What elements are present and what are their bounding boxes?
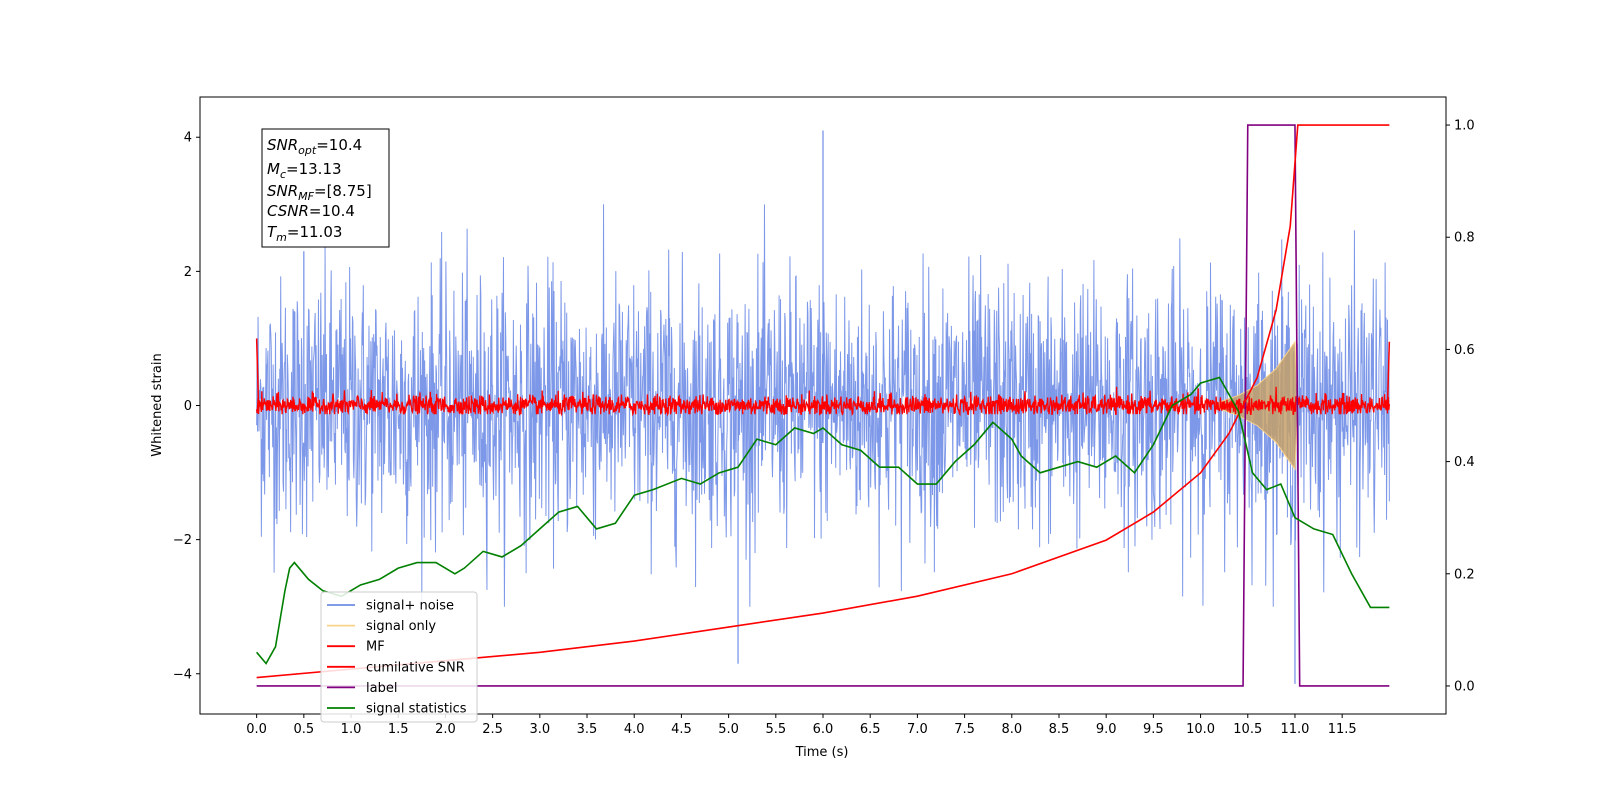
- x-tick-label-9: 4.5: [671, 722, 692, 737]
- y2-tick-label-5: 0.0: [1454, 679, 1475, 694]
- legend-label-1: signal only: [366, 619, 436, 634]
- y-axis-label: Whitened strain: [150, 353, 165, 456]
- x-tick-label-7: 3.5: [577, 722, 598, 737]
- legend-label-0: signal+ noise: [366, 599, 454, 614]
- y2-tick-label-0: 1.0: [1454, 119, 1475, 134]
- series-layer: [255, 124, 1391, 687]
- series-mf-line: [255, 386, 1391, 417]
- x-tick-label-0: 0.0: [246, 722, 267, 737]
- y-tick-label-3: −2: [173, 533, 192, 548]
- legend-label-4: label: [366, 681, 397, 696]
- x-tick-label-18: 9.0: [1096, 722, 1117, 737]
- x-tick-label-17: 8.5: [1049, 722, 1070, 737]
- legend-frame: [320, 591, 478, 723]
- x-tick-label-22: 11.0: [1280, 722, 1309, 737]
- series-label-line: [256, 124, 1390, 687]
- x-tick-label-3: 1.5: [388, 722, 409, 737]
- y2-tick-label-4: 0.2: [1454, 567, 1475, 582]
- y-tick-label-2: 0: [184, 399, 192, 414]
- info-box: SNRopt=10.4 Mc=13.13 SNRMF=[8.75] CSNR=1…: [261, 128, 390, 248]
- x-tick-label-20: 10.0: [1186, 722, 1215, 737]
- x-tick-label-6: 3.0: [529, 722, 550, 737]
- x-tick-label-16: 8.0: [1001, 722, 1022, 737]
- x-tick-label-12: 6.0: [813, 722, 834, 737]
- mf-start-edge: [255, 338, 260, 406]
- info-tm: Tm=11.03: [267, 223, 342, 244]
- series-signal-noise-line: [256, 204, 1390, 607]
- y-tick-label-4: −4: [173, 667, 192, 682]
- series-cumilative-snr-line: [256, 124, 1390, 679]
- legend-label-3: cumilative SNR: [366, 660, 465, 675]
- y2-tick-label-1: 0.8: [1454, 231, 1475, 246]
- y2-tick-label-2: 0.6: [1454, 343, 1475, 358]
- mf-end-edge: [1386, 341, 1391, 406]
- x-tick-label-23: 11.5: [1328, 722, 1357, 737]
- x-tick-label-8: 4.0: [624, 722, 645, 737]
- x-tick-label-13: 6.5: [860, 722, 881, 737]
- x-axis-label: Time (s): [795, 745, 849, 760]
- x-axis: 0.0 0.5 1.0 1.5 2.0 2.5 3.0 3.5 4.0 4.5 5.0 5.5 6.0 6…: [246, 714, 1357, 737]
- info-snr-opt: SNRopt=10.4: [267, 136, 362, 157]
- info-snr-mf: SNRMF=[8.75]: [267, 182, 372, 203]
- x-tick-label-11: 5.5: [765, 722, 786, 737]
- legend-label-5: signal statistics: [366, 702, 467, 717]
- info-csnr: CSNR=10.4: [267, 202, 355, 220]
- x-tick-label-5: 2.5: [482, 722, 503, 737]
- x-tick-label-21: 10.5: [1233, 722, 1262, 737]
- x-tick-label-19: 9.5: [1143, 722, 1164, 737]
- x-tick-label-2: 1.0: [341, 722, 362, 737]
- y-tick-label-1: 2: [184, 265, 192, 280]
- x-tick-label-15: 7.5: [954, 722, 975, 737]
- x-tick-label-10: 5.0: [718, 722, 739, 737]
- legend-label-2: MF: [366, 640, 385, 655]
- y-tick-label-0: 4: [184, 131, 192, 146]
- series-signal-statistics-line: [256, 376, 1390, 665]
- info-box-frame: [261, 128, 390, 248]
- x-tick-label-1: 0.5: [293, 722, 314, 737]
- y2-tick-label-3: 0.4: [1454, 455, 1475, 470]
- info-mc: Mc=13.13: [267, 160, 342, 181]
- y-axis-left: 4 2 0 −2 −4: [173, 131, 200, 682]
- x-tick-label-4: 2.0: [435, 722, 456, 737]
- y-axis-right: 1.0 0.8 0.6 0.4 0.2 0.0: [1446, 119, 1475, 694]
- x-tick-label-14: 7.0: [907, 722, 928, 737]
- legend: signal+ noise signal only MF cumilative SNR…: [320, 591, 478, 723]
